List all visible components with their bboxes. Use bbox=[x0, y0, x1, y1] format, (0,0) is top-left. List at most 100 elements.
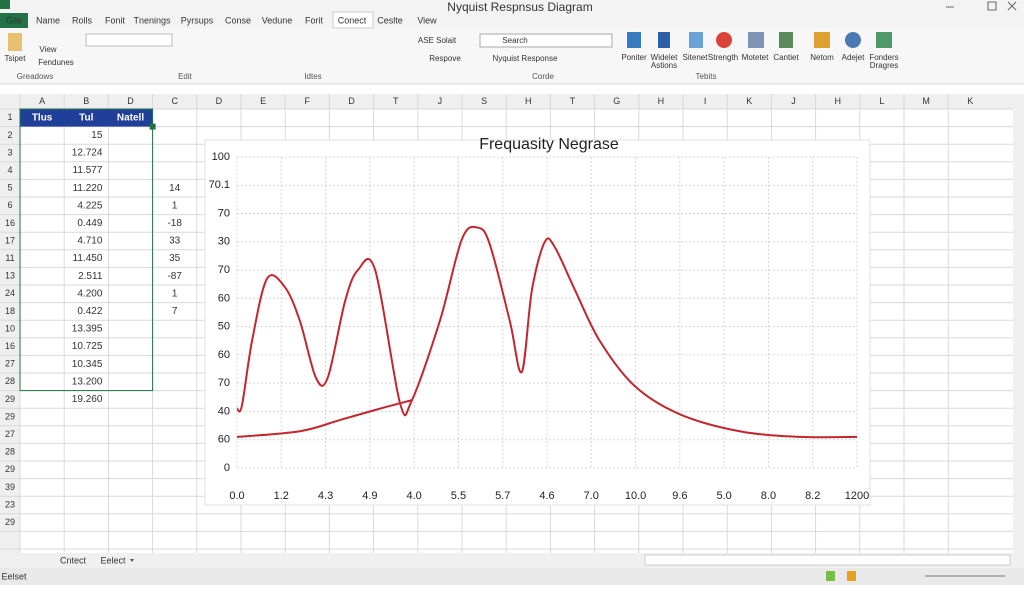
sheet-tab[interactable]: Cntect bbox=[60, 555, 87, 565]
row-header[interactable]: 29 bbox=[5, 517, 15, 527]
column-header[interactable]: D bbox=[127, 96, 134, 106]
row-header[interactable]: 29 bbox=[5, 394, 15, 404]
row-header[interactable]: 16 bbox=[5, 218, 15, 228]
ribbon-button[interactable]: Strength bbox=[708, 53, 738, 62]
ribbon-tab[interactable]: Fonit bbox=[105, 15, 126, 25]
column-header[interactable]: L bbox=[879, 96, 884, 106]
column-header[interactable]: T bbox=[570, 96, 576, 106]
ribbon-button[interactable]: Tsipet bbox=[5, 54, 27, 63]
icon[interactable] bbox=[748, 32, 764, 48]
column-header[interactable]: F bbox=[305, 96, 311, 106]
maximize[interactable] bbox=[987, 1, 997, 11]
ribbon-tab[interactable]: Conse bbox=[225, 15, 251, 25]
row-header[interactable]: 29 bbox=[5, 411, 15, 421]
row-header[interactable]: 10 bbox=[5, 323, 15, 333]
row-header[interactable]: 2 bbox=[7, 130, 12, 140]
ribbon-button[interactable]: Fonders bbox=[869, 53, 898, 62]
icon[interactable] bbox=[716, 32, 732, 48]
row-header[interactable]: 17 bbox=[5, 235, 15, 245]
icon[interactable] bbox=[779, 32, 793, 48]
ribbon-tab[interactable]: Gile bbox=[6, 15, 22, 25]
ribbon-tab[interactable]: Ceslte bbox=[377, 15, 403, 25]
row-header[interactable]: 11 bbox=[5, 253, 14, 263]
ribbon-button[interactable]: Sitenet bbox=[683, 53, 709, 62]
row-header[interactable]: 3 bbox=[7, 147, 12, 157]
ribbon-button[interactable]: Widelet bbox=[651, 53, 678, 62]
row-header[interactable]: 13 bbox=[5, 271, 15, 281]
icon[interactable] bbox=[845, 32, 861, 48]
column-header[interactable]: E bbox=[260, 96, 266, 106]
sheet-tab[interactable]: Eelect bbox=[100, 555, 126, 565]
icon[interactable] bbox=[689, 32, 703, 48]
row-header[interactable]: 24 bbox=[5, 288, 15, 298]
ribbon-tab[interactable]: Tnenings bbox=[133, 15, 171, 25]
column-header[interactable]: S bbox=[481, 96, 487, 106]
column-header[interactable]: H bbox=[834, 96, 841, 106]
chart-area[interactable] bbox=[204, 139, 871, 506]
row-header[interactable]: 4 bbox=[7, 165, 12, 175]
icon[interactable] bbox=[814, 32, 830, 48]
column-header[interactable]: J bbox=[438, 96, 443, 106]
row-header[interactable]: 28 bbox=[5, 376, 15, 386]
column-header[interactable]: K bbox=[746, 96, 752, 106]
ribbon-tab[interactable]: Pyrsups bbox=[181, 15, 214, 25]
y-tick-label: 0 bbox=[224, 462, 230, 474]
close[interactable] bbox=[1007, 1, 1017, 11]
file-tab[interactable] bbox=[0, 13, 28, 28]
row-header[interactable]: 16 bbox=[5, 341, 15, 351]
ribbon-button[interactable]: Cantiet bbox=[773, 53, 799, 62]
icon[interactable] bbox=[627, 32, 641, 48]
ribbon-button[interactable]: Respove bbox=[429, 54, 461, 63]
column-header[interactable]: H bbox=[525, 96, 532, 106]
column-header[interactable]: G bbox=[613, 96, 620, 106]
view-icon[interactable] bbox=[847, 571, 856, 581]
ribbon-button[interactable]: View bbox=[39, 45, 56, 54]
column-header[interactable]: D bbox=[216, 96, 223, 106]
ribbon-button[interactable]: Adejet bbox=[842, 53, 865, 62]
ribbon-button[interactable]: Astions bbox=[651, 61, 677, 70]
ribbon-button[interactable]: Poniter bbox=[621, 53, 647, 62]
ribbon-button[interactable]: Motetet bbox=[742, 53, 769, 62]
ribbon-tab[interactable]: Conect bbox=[338, 15, 367, 25]
h-scrollbar[interactable] bbox=[644, 554, 1011, 566]
ribbon-tab[interactable]: Rolls bbox=[72, 15, 93, 25]
ribbon-button[interactable]: Dragres bbox=[870, 61, 898, 70]
ribbon-tab[interactable]: View bbox=[417, 15, 437, 25]
column-header[interactable]: D bbox=[348, 96, 355, 106]
row-header[interactable]: 1 bbox=[7, 112, 12, 122]
ribbon-button[interactable]: ASE Solait bbox=[418, 36, 457, 45]
row-header[interactable]: 39 bbox=[5, 482, 15, 492]
ribbon-tab[interactable]: Vedune bbox=[262, 15, 293, 25]
column-header[interactable]: K bbox=[967, 96, 973, 106]
icon[interactable] bbox=[876, 32, 892, 48]
column-header[interactable]: I bbox=[704, 96, 707, 106]
paste-icon[interactable] bbox=[8, 33, 22, 51]
icon[interactable] bbox=[658, 32, 670, 48]
row-header[interactable]: 23 bbox=[5, 499, 15, 509]
scrollbar[interactable] bbox=[1013, 94, 1024, 553]
column-header[interactable]: T bbox=[393, 96, 399, 106]
ribbon-button[interactable]: Netom bbox=[810, 53, 834, 62]
row-header[interactable]: 5 bbox=[7, 183, 12, 193]
row-header[interactable]: 27 bbox=[5, 429, 15, 439]
row-header[interactable]: 27 bbox=[5, 359, 15, 369]
y-tick-label: 70 bbox=[218, 264, 230, 276]
font-box[interactable] bbox=[85, 33, 173, 47]
row-header[interactable]: 18 bbox=[5, 306, 15, 316]
column-header[interactable]: B bbox=[83, 96, 89, 106]
ribbon-button[interactable]: Fendunes bbox=[38, 58, 74, 67]
ribbon-button[interactable]: Nyquist Response bbox=[493, 54, 558, 63]
row-header[interactable]: 28 bbox=[5, 447, 15, 457]
column-header[interactable]: M bbox=[922, 96, 930, 106]
column-header[interactable]: A bbox=[39, 96, 45, 106]
ribbon-tab[interactable]: Forit bbox=[305, 15, 323, 25]
row-header[interactable]: 6 bbox=[7, 200, 12, 210]
column-header[interactable]: J bbox=[791, 96, 796, 106]
ribbon-button[interactable]: Search bbox=[502, 36, 527, 45]
row-header[interactable]: 29 bbox=[5, 464, 15, 474]
ribbon-tab[interactable]: Name bbox=[36, 15, 60, 25]
view-icon[interactable] bbox=[826, 571, 835, 581]
column-header[interactable]: C bbox=[171, 96, 178, 106]
column-header[interactable]: H bbox=[658, 96, 665, 106]
search-box[interactable] bbox=[479, 33, 613, 48]
